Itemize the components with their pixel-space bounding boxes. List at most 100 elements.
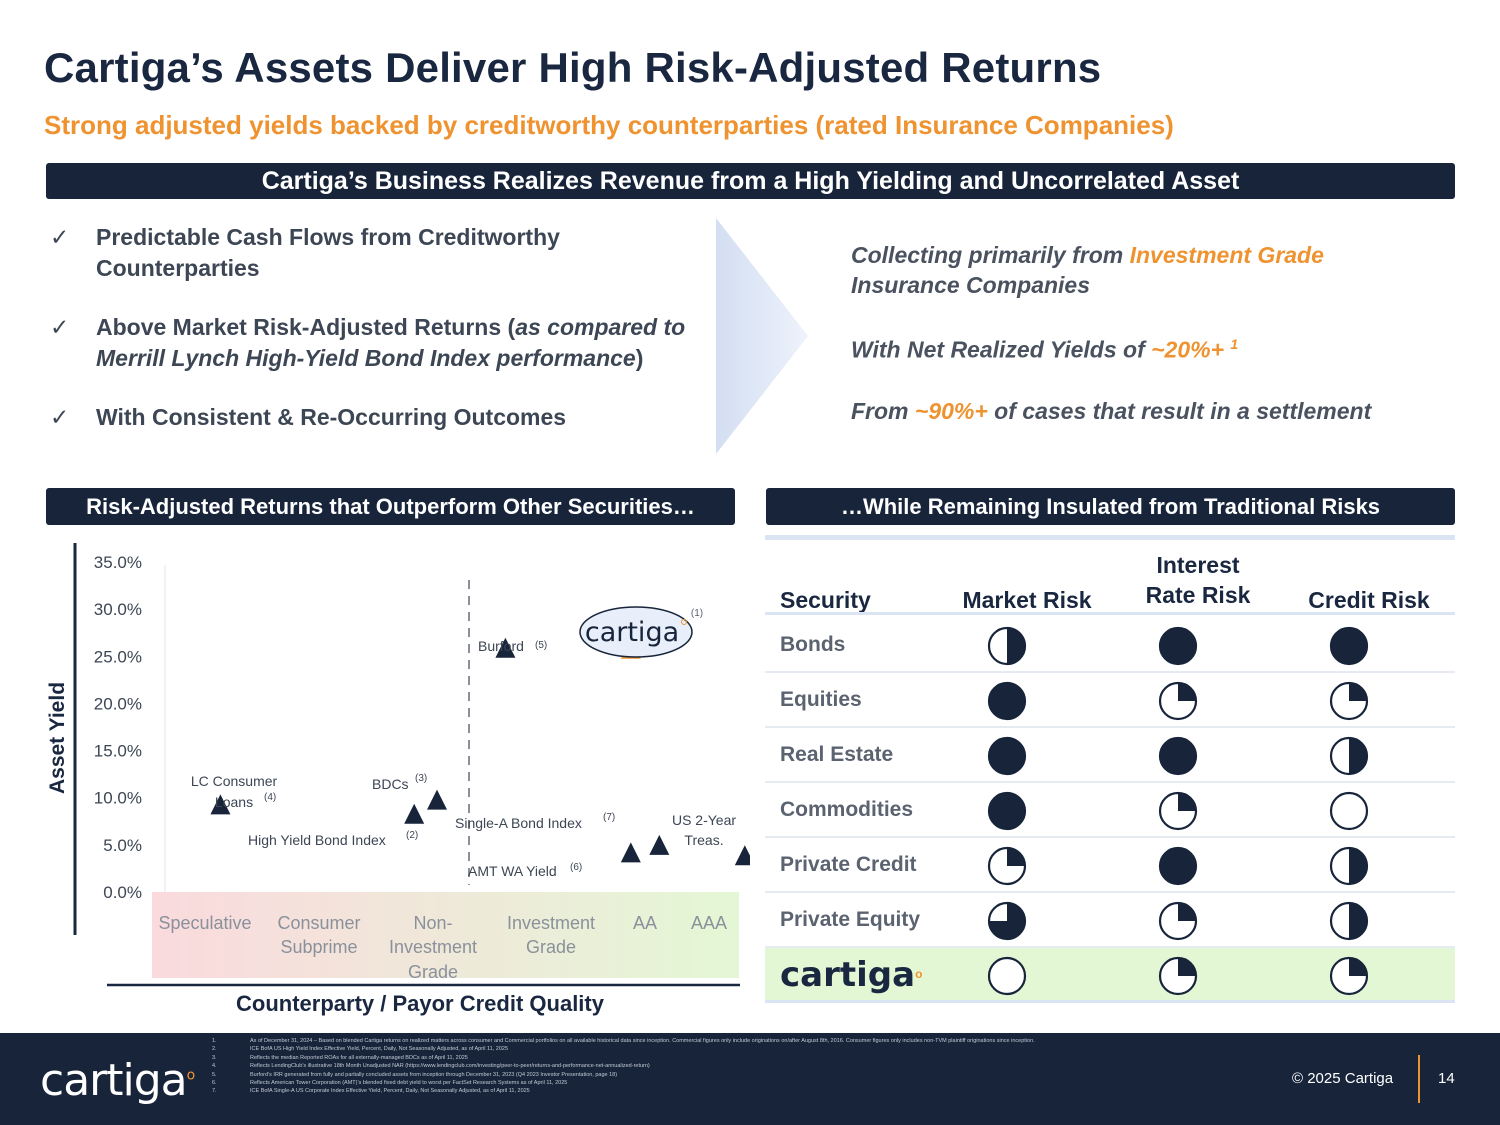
category-label: Subprime: [280, 937, 357, 957]
data-point: [495, 637, 516, 658]
claim-item: Collecting primarily from Investment Gra…: [851, 240, 1451, 300]
header-label: Market Risk: [962, 587, 1092, 613]
main-banner: Cartiga’s Business Realizes Revenue from…: [46, 163, 1455, 199]
interest-risk-harvey-ball-icon: [1158, 736, 1198, 776]
market-risk-harvey-ball-icon: [987, 791, 1027, 831]
claim-highlight: ~90%+: [914, 397, 988, 424]
interest-risk-harvey-ball-icon: [1158, 681, 1198, 721]
row-label: Commodities: [780, 798, 914, 821]
interest-risk-harvey-ball-icon: [1158, 791, 1198, 831]
interest-risk-harvey-ball-icon: [1158, 956, 1198, 996]
page-number: 14: [1438, 1070, 1455, 1087]
point-label: High Yield Bond Index: [248, 832, 386, 848]
cartiga-note: (1): [691, 608, 703, 619]
claim-text: With Net Realized Yields of: [851, 336, 1152, 363]
category-label: AA: [633, 913, 657, 933]
market-risk-harvey-ball-icon: [987, 626, 1027, 666]
chevron-arrow-icon: [716, 218, 808, 454]
x-axis-label: Counterparty / Payor Credit Quality: [236, 991, 605, 1016]
y-tick-label: 0.0%: [103, 883, 142, 902]
data-point: [210, 794, 231, 815]
table-row: Private Equity: [765, 893, 1455, 948]
market-risk-harvey-ball-icon: [987, 736, 1027, 776]
cartiga-logo-text: cartiga: [780, 955, 916, 995]
bullet-text: ): [635, 345, 644, 371]
footnote: 7. ICE BofA Single-A US Corporate Index E…: [212, 1088, 530, 1095]
data-point: [404, 803, 425, 824]
table-row: Equities: [765, 673, 1455, 728]
table-top-border: [765, 535, 1455, 540]
data-point: [427, 789, 447, 810]
data-point: [620, 842, 641, 863]
y-tick-label: 5.0%: [103, 836, 142, 855]
claim-text: From: [851, 397, 915, 424]
page-title: Cartiga’s Assets Deliver High Risk-Adjus…: [44, 44, 1102, 91]
credit-risk-harvey-ball-icon: [1329, 956, 1369, 996]
category-label: Investment: [389, 937, 477, 957]
page-subtitle: Strong adjusted yields backed by creditw…: [44, 110, 1174, 140]
point-label: AMT WA Yield: [468, 863, 557, 879]
row-label: cartigao: [780, 948, 922, 1001]
y-tick-label: 30.0%: [94, 600, 142, 619]
check-icon: ✓: [50, 224, 70, 250]
point-note: (3): [415, 773, 427, 784]
y-tick-label: 10.0%: [94, 789, 142, 808]
footnotes: 1. As of December 31, 2024 – Based on ble…: [212, 1037, 1282, 1096]
interest-risk-harvey-ball-icon: [1158, 901, 1198, 941]
bullet-text: Predictable Cash Flows from Creditworthy: [96, 224, 560, 250]
copyright: © 2025 Cartiga: [1292, 1070, 1394, 1087]
credit-risk-harvey-ball-icon: [1329, 736, 1369, 776]
footnote: 4. Reflects LendingClub’s illustrative 18…: [212, 1063, 650, 1070]
header-label: Interest: [1156, 552, 1240, 578]
market-risk-harvey-ball-icon: [987, 956, 1027, 996]
footer: cartigao 1. As of December 31, 2024 – Bas…: [0, 1033, 1500, 1125]
credit-risk-harvey-ball-icon: [1329, 901, 1369, 941]
footnote: 1. As of December 31, 2024 – Based on ble…: [212, 1038, 1035, 1044]
y-tick-label: 20.0%: [94, 694, 142, 713]
claim-text: of cases that result in a settlement: [987, 397, 1372, 424]
credit-quality-band: [152, 892, 739, 978]
footer-logo: cartigao: [40, 1055, 196, 1106]
check-icon: ✓: [50, 314, 70, 340]
row-label: Real Estate: [780, 743, 894, 766]
claim-highlight: Investment Grade: [1129, 242, 1324, 268]
cartiga-badge-logo: cartiga: [585, 617, 679, 648]
bullet-item: ✓ Above Market Risk-Adjusted Returns (as…: [50, 312, 710, 374]
table-row: Private Credit: [765, 838, 1455, 893]
market-risk-harvey-ball-icon: [987, 681, 1027, 721]
credit-risk-harvey-ball-icon: [1329, 626, 1369, 666]
category-label: Consumer: [277, 913, 360, 933]
bullet-text: With Consistent & Re-Occurring Outcomes: [96, 404, 567, 430]
credit-risk-harvey-ball-icon: [1329, 846, 1369, 886]
point-note: (7): [603, 812, 615, 823]
bullet-text-italic: as compared to: [515, 314, 686, 340]
market-risk-harvey-ball-icon: [987, 901, 1027, 941]
point-label: US 2-Year: [672, 812, 736, 828]
logo-dot-icon: [681, 619, 687, 625]
column-header-security: Security: [765, 545, 950, 615]
table-row: Commodities: [765, 783, 1455, 838]
claims-block: Collecting primarily from Investment Gra…: [851, 240, 1451, 426]
claim-footnote: 1: [1230, 336, 1239, 352]
point-label: LC Consumer: [191, 773, 278, 789]
header-label: Credit Risk: [1308, 587, 1430, 613]
credit-risk-harvey-ball-icon: [1329, 681, 1369, 721]
point-note: (6): [570, 862, 582, 873]
footer-logo-text: cartiga: [40, 1055, 188, 1106]
column-header-market-risk: Market Risk: [942, 545, 1112, 615]
point-label: Treas.: [684, 832, 723, 848]
footnote: 6. Reflects American Tower Corporation (A…: [212, 1080, 568, 1087]
point-label: BDCs: [372, 776, 409, 792]
cartiga-badge-oval: [579, 606, 693, 658]
footer-divider: [1418, 1055, 1420, 1103]
category-label: Speculative: [158, 913, 251, 933]
yield-scatter-chart: Asset Yield Counterparty / Payor Credit …: [46, 543, 750, 1016]
table-row: Bonds: [765, 618, 1455, 673]
row-label: Private Equity: [780, 908, 921, 931]
y-tick-label: 15.0%: [94, 742, 142, 761]
row-label: Private Credit: [780, 853, 917, 876]
logo-dot-icon: o: [186, 1067, 196, 1084]
left-section-banner: Risk-Adjusted Returns that Outperform Ot…: [46, 488, 735, 525]
category-label: Non-: [413, 913, 452, 933]
logo-dot-icon: o: [915, 967, 923, 981]
